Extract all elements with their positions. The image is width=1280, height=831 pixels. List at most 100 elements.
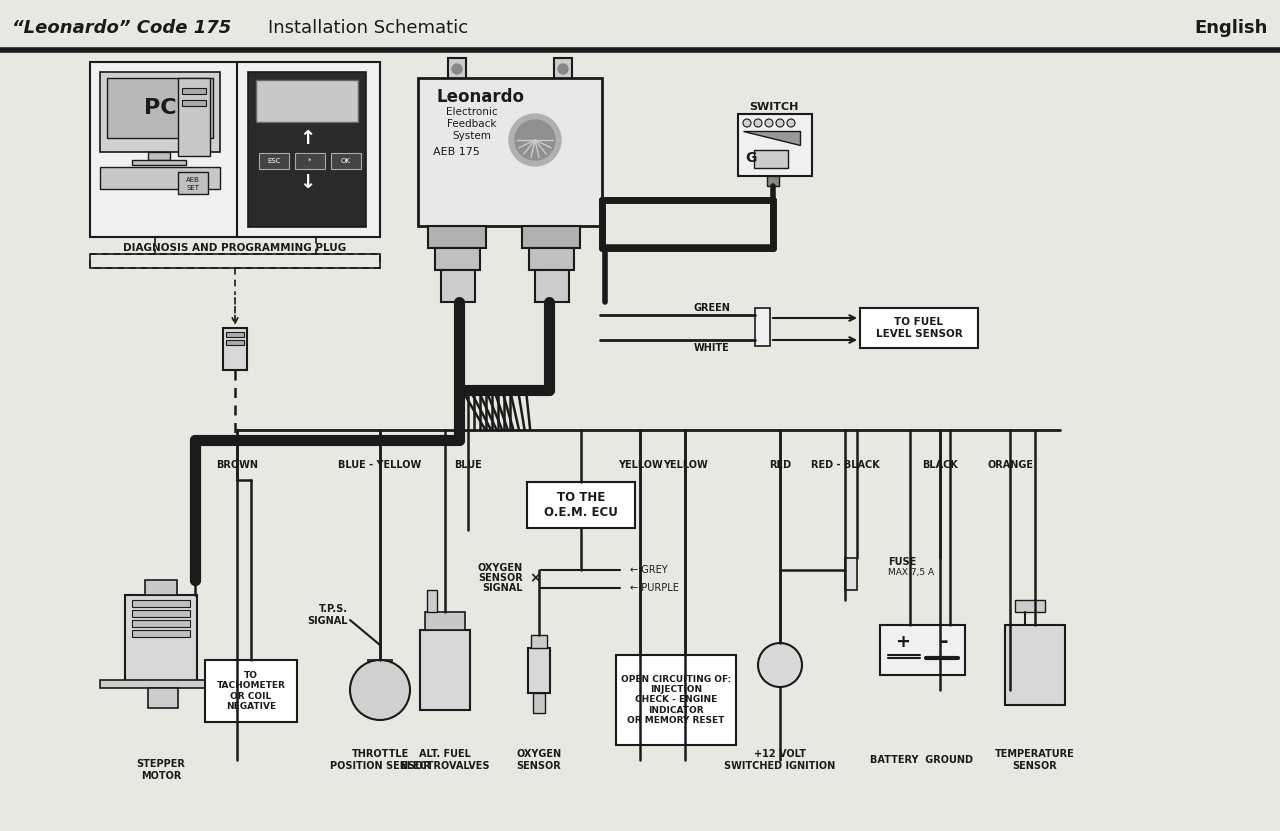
Bar xyxy=(755,308,771,346)
Bar xyxy=(100,72,220,152)
Text: SIGNAL: SIGNAL xyxy=(483,583,524,593)
Text: MAX 7,5 A: MAX 7,5 A xyxy=(888,568,934,577)
Text: BATTERY  GROUND: BATTERY GROUND xyxy=(870,755,974,765)
Text: PC: PC xyxy=(143,98,177,118)
Bar xyxy=(100,680,221,688)
Bar xyxy=(616,655,736,745)
Bar xyxy=(90,62,380,237)
Bar xyxy=(227,340,244,345)
Bar xyxy=(178,172,207,194)
Bar xyxy=(90,254,380,268)
Bar xyxy=(182,100,206,106)
Text: *: * xyxy=(308,158,312,164)
Circle shape xyxy=(776,119,783,127)
Circle shape xyxy=(509,114,561,166)
Text: BROWN: BROWN xyxy=(216,460,259,470)
Circle shape xyxy=(742,119,751,127)
Text: BLUE - YELLOW: BLUE - YELLOW xyxy=(338,460,421,470)
Text: BLACK: BLACK xyxy=(922,460,957,470)
Bar xyxy=(419,78,602,226)
Bar xyxy=(532,693,545,713)
Bar xyxy=(554,58,572,80)
Bar xyxy=(860,308,978,348)
Text: BLUE: BLUE xyxy=(454,460,481,470)
Text: System: System xyxy=(453,131,492,141)
Text: ↑: ↑ xyxy=(298,129,315,147)
Text: +12 VOLT
SWITCHED IGNITION: +12 VOLT SWITCHED IGNITION xyxy=(724,750,836,771)
Bar xyxy=(132,630,189,637)
Text: OK: OK xyxy=(340,158,351,164)
Bar xyxy=(145,580,177,595)
Circle shape xyxy=(515,120,556,160)
Text: English: English xyxy=(1194,19,1268,37)
Bar xyxy=(227,332,244,337)
Bar xyxy=(369,660,392,680)
Bar xyxy=(223,328,247,370)
Text: SENSOR: SENSOR xyxy=(479,573,524,583)
Bar xyxy=(100,167,220,189)
Text: -: - xyxy=(940,632,948,652)
Text: Installation Schematic: Installation Schematic xyxy=(268,19,468,37)
Text: TEMPERATURE
SENSOR: TEMPERATURE SENSOR xyxy=(995,750,1075,771)
Bar xyxy=(132,620,189,627)
Bar xyxy=(332,153,361,169)
Circle shape xyxy=(349,660,410,720)
Bar xyxy=(881,625,965,675)
Text: G: G xyxy=(745,151,756,165)
Circle shape xyxy=(765,119,773,127)
Bar xyxy=(435,248,480,270)
Bar xyxy=(125,595,197,683)
Bar xyxy=(132,160,186,165)
Bar xyxy=(256,80,358,122)
Bar xyxy=(420,630,470,710)
Text: ORANGE: ORANGE xyxy=(987,460,1033,470)
Bar xyxy=(529,248,573,270)
Bar xyxy=(428,226,486,248)
Bar xyxy=(182,88,206,94)
Bar xyxy=(132,610,189,617)
Text: Feedback: Feedback xyxy=(447,119,497,129)
Circle shape xyxy=(452,64,462,74)
Bar xyxy=(148,152,170,160)
Bar xyxy=(1005,625,1065,705)
Text: “Leonardo” Code 175: “Leonardo” Code 175 xyxy=(12,19,232,37)
Text: SET: SET xyxy=(187,185,200,191)
Circle shape xyxy=(787,119,795,127)
Text: +: + xyxy=(896,633,910,651)
Bar xyxy=(529,648,550,693)
Text: OXYGEN
SENSOR: OXYGEN SENSOR xyxy=(516,750,562,771)
Text: YELLOW: YELLOW xyxy=(618,460,662,470)
Text: Leonardo: Leonardo xyxy=(436,88,524,106)
Bar xyxy=(522,226,580,248)
Text: FUSE: FUSE xyxy=(888,557,916,567)
Bar xyxy=(442,270,475,302)
Bar xyxy=(132,600,189,607)
Text: ALT. FUEL
ELECTROVALVES: ALT. FUEL ELECTROVALVES xyxy=(401,750,490,771)
Text: STEPPER
MOTOR: STEPPER MOTOR xyxy=(137,760,186,781)
Text: TO FUEL
LEVEL SENSOR: TO FUEL LEVEL SENSOR xyxy=(876,317,963,339)
Bar xyxy=(259,153,289,169)
Text: SWITCH: SWITCH xyxy=(749,102,799,112)
Text: TO
TACHOMETER
OR COIL
NEGATIVE: TO TACHOMETER OR COIL NEGATIVE xyxy=(216,671,285,711)
Bar xyxy=(845,558,858,590)
Text: RED - BLACK: RED - BLACK xyxy=(810,460,879,470)
Bar xyxy=(178,78,210,156)
Text: RED: RED xyxy=(769,460,791,470)
Bar xyxy=(248,72,366,227)
Text: AEB 175: AEB 175 xyxy=(433,147,480,157)
Text: YELLOW: YELLOW xyxy=(663,460,708,470)
Text: ESC: ESC xyxy=(268,158,280,164)
Bar xyxy=(535,270,570,302)
Text: ↓: ↓ xyxy=(298,174,315,193)
Circle shape xyxy=(758,643,803,687)
Bar xyxy=(767,176,780,186)
Text: OXYGEN: OXYGEN xyxy=(477,563,524,573)
Text: ← PURPLE: ← PURPLE xyxy=(630,583,678,593)
Bar xyxy=(428,590,436,612)
Text: OPEN CIRCUITING OF:
INJECTION
CHECK - ENGINE
INDICATOR
OR MEMORY RESET: OPEN CIRCUITING OF: INJECTION CHECK - EN… xyxy=(621,675,731,725)
Bar xyxy=(108,78,212,138)
Bar xyxy=(448,58,466,80)
Bar xyxy=(1015,600,1044,612)
Text: THROTTLE
POSITION SENSOR: THROTTLE POSITION SENSOR xyxy=(330,750,430,771)
Text: GREEN: GREEN xyxy=(694,303,731,313)
